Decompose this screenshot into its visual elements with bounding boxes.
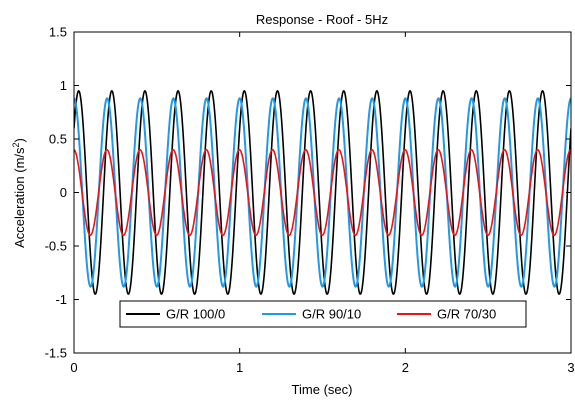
chart-title: Response - Roof - 5Hz bbox=[256, 12, 388, 27]
legend-label-3: G/R 70/30 bbox=[437, 307, 496, 322]
series-line-1 bbox=[74, 89, 571, 296]
legend-box bbox=[119, 300, 527, 328]
series-group bbox=[74, 89, 571, 296]
x-tick-label: 0 bbox=[70, 360, 77, 375]
y-tick-label: 1 bbox=[60, 78, 67, 93]
legend-label-2: G/R 90/10 bbox=[302, 307, 361, 322]
x-tick-label: 2 bbox=[402, 360, 409, 375]
y-tick-label: -1 bbox=[55, 292, 67, 307]
x-tick-label: 1 bbox=[236, 360, 243, 375]
y-axis-label-superscript: 2 bbox=[11, 142, 21, 147]
y-tick-label: 1.5 bbox=[49, 25, 67, 40]
y-axis-label-close: ) bbox=[12, 138, 27, 142]
legend-label-1: G/R 100/0 bbox=[166, 307, 225, 322]
axis-ticks: 0 1 2 3 -1.5 -1 -0.5 0 0.5 1 1.5 bbox=[45, 25, 575, 376]
y-tick-label: 0 bbox=[60, 185, 67, 200]
y-tick-label: -0.5 bbox=[45, 239, 67, 254]
y-tick-label: 0.5 bbox=[49, 132, 67, 147]
x-tick-label: 3 bbox=[567, 360, 574, 375]
y-axis-label: Acceleration (m/s2) bbox=[11, 138, 27, 248]
series-line-3 bbox=[74, 148, 571, 237]
legend: G/R 100/0 G/R 90/10 G/R 70/30 bbox=[119, 300, 527, 328]
y-axis-label-main: Acceleration (m/s bbox=[12, 147, 27, 248]
series-line-2 bbox=[74, 97, 571, 288]
x-axis-label: Time (sec) bbox=[292, 382, 353, 397]
y-tick-label: -1.5 bbox=[45, 346, 67, 361]
